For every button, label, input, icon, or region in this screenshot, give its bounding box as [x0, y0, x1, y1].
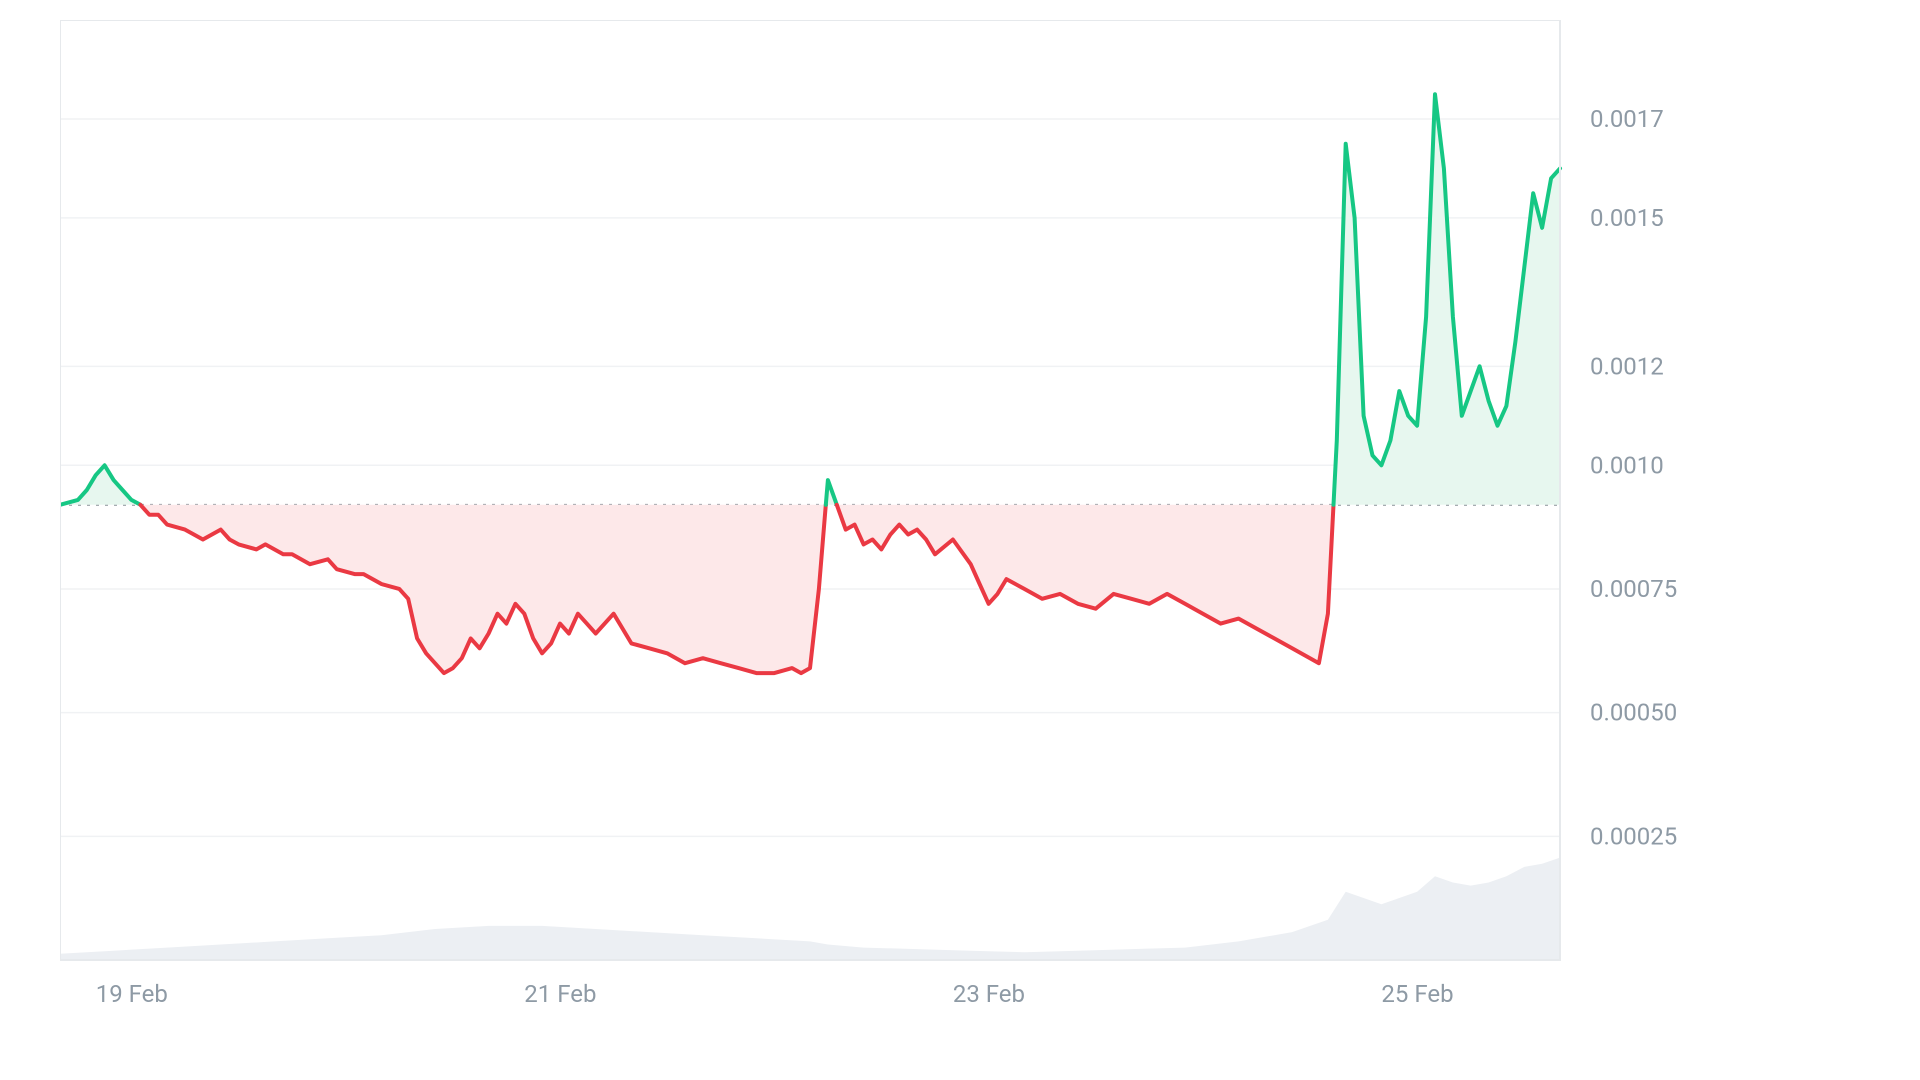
- x-axis-label: 23 Feb: [953, 980, 1025, 1008]
- y-axis-label: 0.00050: [1590, 699, 1677, 727]
- chart-svg: 0.00025 0.00050 0.00075 0.0010 0.0012 0.0015 0…: [60, 20, 1860, 1060]
- y-axis-label: 0.00025: [1590, 822, 1677, 850]
- y-axis-label: 0.0017: [1590, 105, 1664, 133]
- price-chart: 0.00025 0.00050 0.00075 0.0010 0.0012 0.0015 0…: [60, 20, 1860, 1060]
- y-axis-label: 0.0015: [1590, 204, 1664, 232]
- x-axis-label: 19 Feb: [96, 980, 168, 1008]
- y-axis-label: 0.0012: [1590, 352, 1664, 380]
- y-axis-label: 0.00075: [1590, 575, 1677, 603]
- y-axis-label: 0.0010: [1590, 451, 1664, 479]
- x-axis-label: 25 Feb: [1381, 980, 1453, 1008]
- x-axis-label: 21 Feb: [524, 980, 596, 1008]
